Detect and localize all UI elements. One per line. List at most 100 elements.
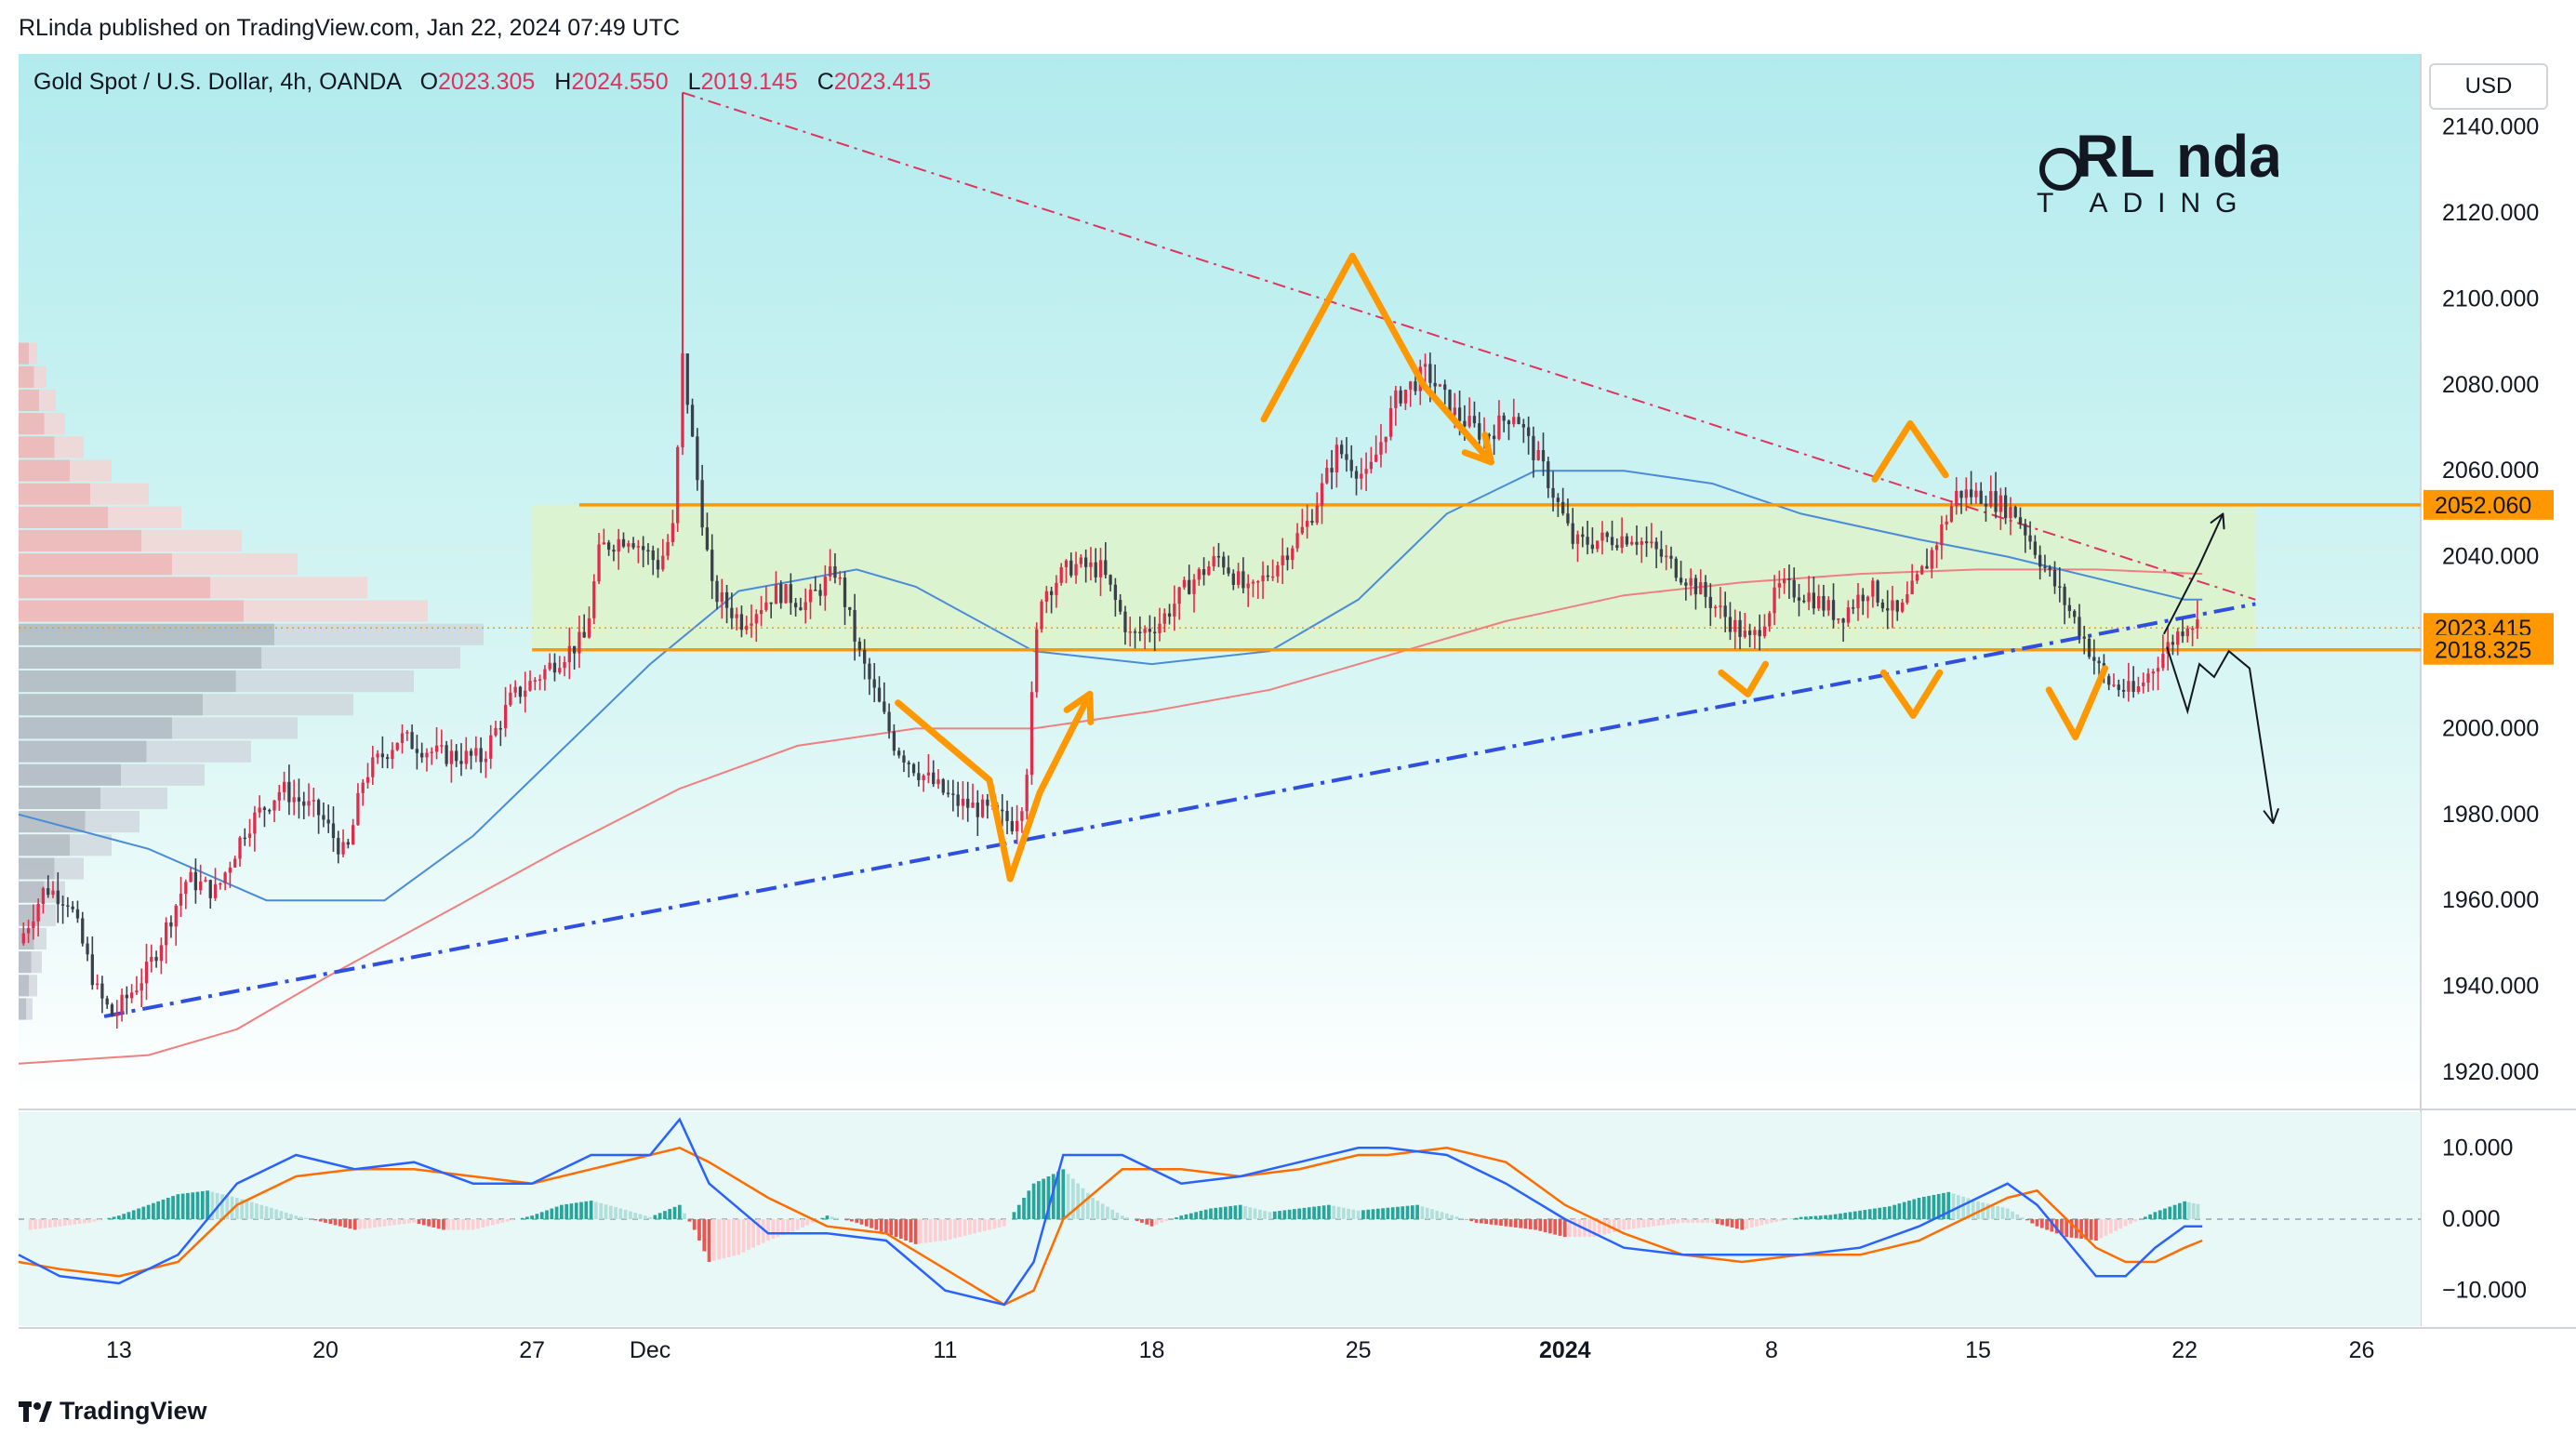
macd-histogram-bar xyxy=(210,1191,215,1219)
candle-body xyxy=(2048,567,2052,570)
candle-body xyxy=(1177,587,1181,604)
volume-profile-bar xyxy=(19,600,244,622)
candle-body xyxy=(1949,506,1954,522)
candle-body xyxy=(1945,521,1948,524)
candle-body xyxy=(219,883,222,885)
candle-body xyxy=(877,687,882,702)
candle-body xyxy=(671,523,675,542)
candle-body xyxy=(1590,544,1595,550)
macd-histogram-bar xyxy=(117,1215,121,1219)
candle-body xyxy=(41,888,46,904)
candle-body xyxy=(793,603,798,608)
macd-histogram-bar xyxy=(1243,1205,1247,1219)
macd-axis[interactable]: 10.000 0.000 −10.000 xyxy=(2442,1135,2527,1303)
candle-body xyxy=(1158,623,1162,633)
macd-histogram-bar xyxy=(1523,1219,1528,1229)
candle-body xyxy=(1369,461,1374,470)
candle-body xyxy=(1414,381,1417,392)
macd-histogram-bar xyxy=(2025,1219,2029,1221)
chart-svg[interactable]: 1920.000 1940.000 1960.000 1980.000 2000.000… xyxy=(0,54,2576,1393)
macd-histogram-bar xyxy=(1430,1209,1434,1219)
candle-body xyxy=(956,794,960,806)
price-axis[interactable]: 1920.000 1940.000 1960.000 1980.000 2000.000… xyxy=(2423,114,2554,1085)
candle-body xyxy=(1743,631,1746,637)
candle-body xyxy=(258,807,261,813)
macd-histogram-bar xyxy=(2114,1219,2118,1231)
candle-body xyxy=(1162,613,1166,624)
candle-body xyxy=(376,753,379,758)
macd-histogram-bar xyxy=(1282,1210,1287,1219)
macd-histogram-bar xyxy=(1878,1207,1882,1219)
macd-histogram-bar xyxy=(1287,1209,1292,1219)
macd-histogram-bar xyxy=(1268,1212,1272,1219)
macd-histogram-bar xyxy=(206,1190,209,1219)
candle-body xyxy=(1251,581,1255,584)
volume-profile-bar-secondary xyxy=(203,694,353,716)
candle-body xyxy=(1384,436,1388,443)
macd-histogram-bar xyxy=(1149,1219,1154,1227)
volume-profile-bar xyxy=(19,857,55,880)
candle-body xyxy=(1089,562,1093,567)
macd-histogram-bar xyxy=(579,1201,583,1219)
candle-body xyxy=(346,842,350,845)
time-tick-label: 11 xyxy=(933,1337,957,1363)
macd-histogram-bar xyxy=(490,1219,495,1226)
candle-body xyxy=(946,792,950,794)
macd-histogram-bar xyxy=(1700,1219,1705,1223)
candle-body xyxy=(1242,571,1245,589)
time-tick-label: 20 xyxy=(312,1337,339,1363)
price-tick-label: 2120.000 xyxy=(2442,200,2539,226)
tradingview-logo[interactable]: TradingView xyxy=(19,1397,207,1426)
macd-histogram-bar xyxy=(1612,1219,1616,1233)
volume-profile-bar-secondary xyxy=(172,553,298,576)
candle-body xyxy=(1650,541,1653,544)
candle-body xyxy=(337,838,340,855)
candle-body xyxy=(739,614,744,631)
candle-body xyxy=(2087,638,2091,657)
macd-histogram-bar xyxy=(1037,1181,1041,1219)
price-tick-label: 2100.000 xyxy=(2442,285,2539,312)
macd-histogram-bar xyxy=(58,1219,62,1227)
macd-histogram-bar xyxy=(122,1214,126,1219)
macd-histogram-bar xyxy=(2196,1203,2200,1219)
macd-histogram-bar xyxy=(1042,1178,1046,1219)
price-plot-area[interactable] xyxy=(18,54,2576,1329)
macd-histogram-bar xyxy=(1179,1215,1184,1219)
macd-histogram-bar xyxy=(1519,1219,1523,1228)
volume-profile-bar xyxy=(19,951,32,974)
volume-profile-bar-secondary xyxy=(39,389,56,412)
macd-histogram-bar xyxy=(1902,1201,1906,1219)
candle-body xyxy=(115,1013,119,1016)
candle-body xyxy=(1571,523,1574,544)
macd-histogram-bar xyxy=(1307,1207,1311,1219)
macd-histogram-bar xyxy=(756,1219,761,1246)
macd-histogram-bar xyxy=(1976,1201,1980,1219)
macd-pane[interactable] xyxy=(18,1112,2421,1326)
candle-body xyxy=(745,625,749,631)
macd-histogram-bar xyxy=(1056,1171,1060,1219)
candle-body xyxy=(907,762,910,764)
candle-body xyxy=(459,761,463,764)
macd-histogram-bar xyxy=(1755,1219,1759,1227)
macd-histogram-bar xyxy=(1415,1204,1419,1219)
candle-body xyxy=(2043,566,2047,568)
low-label: L xyxy=(687,69,701,95)
projection-path xyxy=(2166,646,2275,824)
candle-body xyxy=(2097,660,2101,664)
candle-body xyxy=(769,602,773,604)
macd-histogram-bar xyxy=(200,1190,205,1219)
candle-body xyxy=(1512,417,1516,425)
macd-histogram-bar xyxy=(294,1215,299,1219)
currency-button[interactable]: USD xyxy=(2429,63,2548,110)
tradingview-logo-text: TradingView xyxy=(60,1397,207,1425)
candle-body xyxy=(1526,427,1531,436)
candle-body xyxy=(213,883,218,898)
candle-body xyxy=(100,983,104,999)
candle-body xyxy=(853,609,856,642)
macd-histogram-bar xyxy=(948,1219,952,1240)
time-axis[interactable]: 13 20 27 Dec 11 18 25 2024 8 15 22 26 xyxy=(106,1337,2374,1363)
macd-histogram-bar xyxy=(1435,1210,1440,1219)
candle-body xyxy=(1069,560,1073,576)
volume-profile-bar-secondary xyxy=(121,763,205,786)
macd-histogram-bar xyxy=(677,1204,682,1219)
